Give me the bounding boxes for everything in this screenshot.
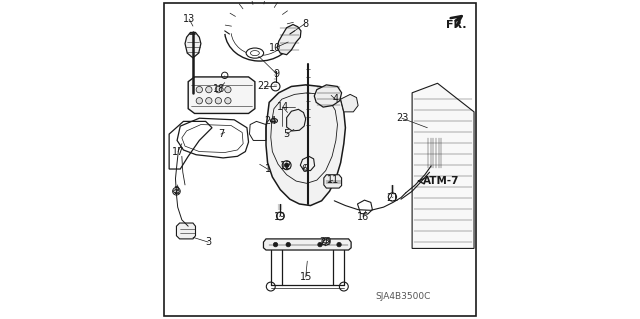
Circle shape xyxy=(337,242,341,247)
Polygon shape xyxy=(324,175,342,188)
Text: 6: 6 xyxy=(301,164,307,174)
Text: 10: 10 xyxy=(269,43,282,53)
Polygon shape xyxy=(423,137,444,169)
Circle shape xyxy=(205,98,212,104)
Text: ATM-7: ATM-7 xyxy=(423,176,460,186)
Text: 11: 11 xyxy=(326,175,339,185)
Text: 17: 17 xyxy=(172,146,184,157)
Polygon shape xyxy=(340,94,358,112)
Circle shape xyxy=(215,98,221,104)
Text: FR.: FR. xyxy=(447,19,467,30)
Text: 5: 5 xyxy=(284,129,290,139)
Ellipse shape xyxy=(272,120,276,122)
Ellipse shape xyxy=(246,48,264,58)
Polygon shape xyxy=(287,109,306,131)
Circle shape xyxy=(284,163,289,167)
Circle shape xyxy=(286,242,291,247)
Polygon shape xyxy=(266,85,346,205)
Polygon shape xyxy=(277,25,301,55)
Polygon shape xyxy=(314,85,342,107)
Polygon shape xyxy=(264,239,351,250)
Polygon shape xyxy=(188,77,255,114)
Text: 18: 18 xyxy=(213,84,225,94)
Polygon shape xyxy=(185,33,201,58)
Polygon shape xyxy=(412,83,474,249)
Text: 24: 24 xyxy=(264,116,277,126)
Circle shape xyxy=(196,98,202,104)
Text: 7: 7 xyxy=(218,129,224,139)
Ellipse shape xyxy=(323,240,328,243)
Circle shape xyxy=(205,86,212,93)
Text: 2: 2 xyxy=(173,186,180,196)
Circle shape xyxy=(273,242,278,247)
Ellipse shape xyxy=(173,190,179,193)
Text: 15: 15 xyxy=(300,272,312,282)
Circle shape xyxy=(225,86,231,93)
Circle shape xyxy=(318,242,322,247)
Text: SJA4B3500C: SJA4B3500C xyxy=(375,292,430,300)
Circle shape xyxy=(215,86,221,93)
Text: 13: 13 xyxy=(183,14,195,24)
Text: 9: 9 xyxy=(273,69,280,79)
Ellipse shape xyxy=(250,50,259,56)
Text: 21: 21 xyxy=(386,193,399,203)
Text: 14: 14 xyxy=(276,102,289,112)
Ellipse shape xyxy=(271,119,278,123)
Text: 3: 3 xyxy=(205,237,211,247)
Text: 16: 16 xyxy=(357,212,369,222)
Circle shape xyxy=(196,86,202,93)
Text: 8: 8 xyxy=(302,19,308,29)
Text: 19: 19 xyxy=(273,212,286,222)
Text: 20: 20 xyxy=(319,237,332,247)
Circle shape xyxy=(225,98,231,104)
Polygon shape xyxy=(177,223,195,239)
Text: 12: 12 xyxy=(280,161,292,171)
Text: 22: 22 xyxy=(257,81,270,92)
Text: 1: 1 xyxy=(264,164,271,174)
Text: 23: 23 xyxy=(396,113,408,123)
Text: 4: 4 xyxy=(332,94,339,104)
